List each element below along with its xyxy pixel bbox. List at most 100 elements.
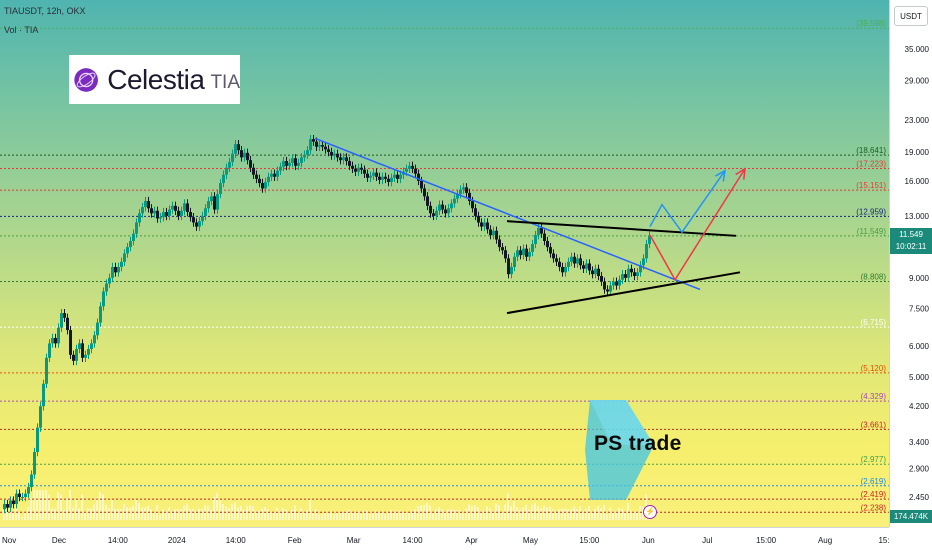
- candle: [192, 213, 195, 227]
- triangle-lower[interactable]: [506, 271, 741, 315]
- volume-bar: [132, 505, 134, 520]
- candle: [174, 201, 177, 216]
- candle: [111, 262, 114, 283]
- candle: [390, 173, 393, 187]
- candle: [255, 170, 258, 184]
- volume-bar: [633, 511, 635, 520]
- volume-bar: [189, 509, 191, 520]
- volume-bar: [219, 500, 221, 520]
- candle: [501, 242, 504, 255]
- time-tick-label: 14:00: [108, 536, 129, 545]
- candle: [345, 153, 348, 166]
- candle: [252, 163, 255, 179]
- time-axis[interactable]: Nov Dec 14:00 2024 14:00 Feb Mar 14:00 Apr May 15:…: [0, 527, 889, 550]
- volume-bar: [84, 512, 86, 520]
- candle: [327, 145, 330, 157]
- candle: [117, 262, 120, 277]
- candle: [600, 271, 603, 286]
- volume-legend[interactable]: Vol · TIA: [4, 25, 39, 35]
- volume-bar: [96, 497, 98, 520]
- volume-bar: [609, 507, 611, 520]
- candle: [159, 213, 162, 223]
- volume-bar: [567, 508, 569, 520]
- volume-bar: [447, 509, 449, 520]
- candle: [282, 156, 285, 172]
- volume-bar: [228, 508, 230, 520]
- time-tick-label: 15:00: [579, 536, 600, 545]
- candle: [573, 252, 576, 268]
- volume-bar: [288, 512, 290, 520]
- candle: [198, 216, 201, 231]
- currency-unit-button[interactable]: USDT: [894, 6, 928, 26]
- volume-bar: [381, 512, 383, 520]
- volume-bar: [618, 508, 620, 520]
- blue-projection[interactable]: [649, 170, 726, 234]
- level-label: (6.715): [861, 318, 887, 327]
- volume-bar: [630, 511, 632, 520]
- candle: [606, 285, 609, 296]
- candle: [378, 172, 381, 185]
- candle: [78, 339, 81, 354]
- candle: [141, 202, 144, 218]
- candle: [582, 261, 585, 273]
- volume-bar: [54, 508, 56, 520]
- time-tick-label: 14:00: [403, 536, 424, 545]
- volume-bar: [549, 507, 551, 520]
- candle: [447, 204, 450, 218]
- volume-bar: [519, 509, 521, 520]
- price-tick-label: 9.000: [909, 274, 930, 283]
- candle: [63, 308, 66, 323]
- candle: [153, 206, 156, 218]
- time-tick-label: 14:00: [226, 536, 247, 545]
- volume-bar: [543, 505, 545, 520]
- volume-bar: [63, 509, 65, 520]
- time-tick-label: Aug: [818, 536, 832, 545]
- candle: [129, 236, 132, 252]
- volume-bar: [33, 490, 35, 520]
- level-label: (11.549): [857, 227, 887, 236]
- symbol-legend[interactable]: TIAUSDT, 12h, OKX: [4, 6, 86, 16]
- level-label: (3.661): [861, 420, 887, 429]
- price-chart[interactable]: (39.598) (18.641) (17.223) (15.151) (12.959)…: [0, 0, 889, 527]
- volume-bar: [180, 509, 182, 520]
- volume-bar: [171, 511, 173, 520]
- candle: [123, 249, 126, 267]
- volume-bar: [330, 511, 332, 520]
- volume-bar: [177, 509, 179, 520]
- candle: [495, 226, 498, 244]
- volume-bar: [168, 507, 170, 520]
- lightning-icon[interactable]: ⚡: [643, 505, 657, 519]
- volume-bar: [417, 505, 419, 520]
- descending-trendline[interactable]: [314, 137, 701, 291]
- volume-bar: [276, 507, 278, 520]
- volume-bar: [150, 509, 152, 520]
- red-projection[interactable]: [649, 168, 746, 282]
- price-tick-label: 4.200: [909, 402, 930, 411]
- candle: [549, 242, 552, 258]
- celestia-logo: Celestia TIA: [69, 55, 240, 104]
- volume-bar: [207, 505, 209, 520]
- level-label: (4.329): [861, 392, 887, 401]
- volume-bar: [291, 509, 293, 520]
- price-axis[interactable]: 35.000 29.000 23.000 19.000 16.000 13.000 9.00…: [889, 0, 932, 527]
- candle: [633, 268, 636, 281]
- volume-bar: [147, 505, 149, 520]
- triangle-upper[interactable]: [506, 220, 737, 237]
- candle: [594, 264, 597, 279]
- candle: [303, 150, 306, 162]
- candle: [426, 192, 429, 211]
- candle: [468, 188, 471, 206]
- candle: [417, 169, 420, 186]
- candle: [6, 499, 9, 512]
- price-tick-label: 6.000: [909, 342, 930, 351]
- candle: [237, 140, 240, 155]
- candle: [492, 226, 495, 240]
- time-tick-label: Dec: [52, 536, 66, 545]
- drawings: [314, 137, 746, 315]
- volume-bar: [255, 510, 257, 520]
- price-tick-label: 2.900: [909, 465, 930, 474]
- candle: [120, 257, 123, 272]
- candle: [228, 157, 231, 173]
- candle: [474, 204, 477, 221]
- candle: [276, 166, 279, 182]
